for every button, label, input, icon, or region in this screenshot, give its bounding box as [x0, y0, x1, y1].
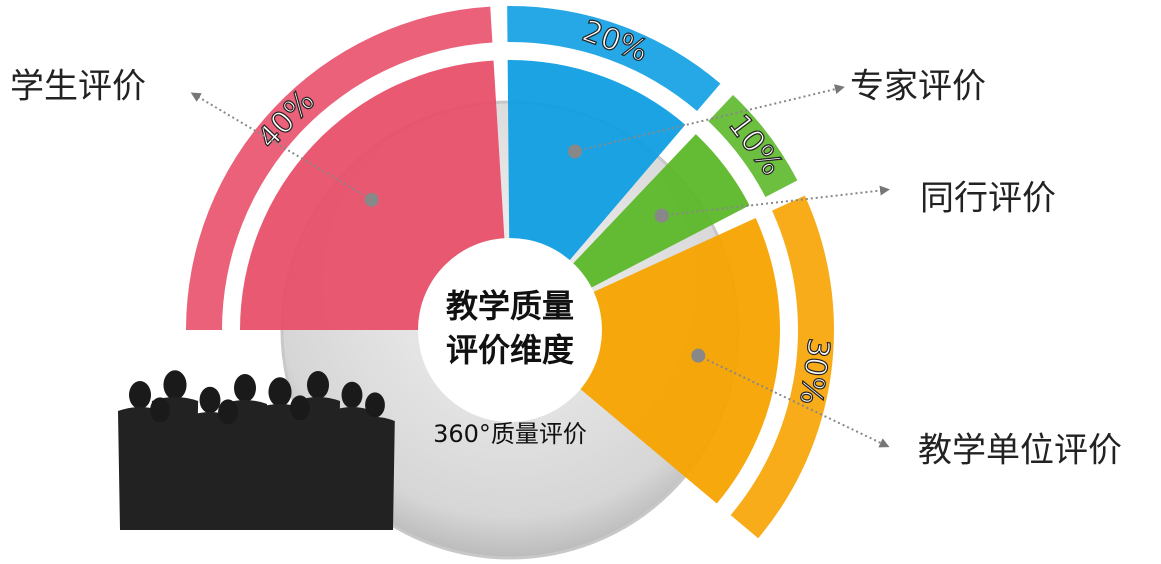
- category-label: 学生评价: [10, 67, 146, 107]
- category-label: 专家评价: [850, 67, 986, 107]
- silhouette-head: [268, 377, 291, 406]
- category-label: 教学单位评价: [918, 431, 1122, 471]
- category-label: 同行评价: [920, 179, 1056, 219]
- silhouette-body: [355, 417, 395, 530]
- center-title: 评价维度: [446, 331, 574, 369]
- silhouette-body: [208, 424, 248, 530]
- silhouette-head: [234, 374, 256, 402]
- silhouette-head: [290, 395, 310, 420]
- silhouette-body: [280, 420, 320, 530]
- center-title: 教学质量: [446, 287, 574, 325]
- silhouette-head: [163, 370, 186, 399]
- silhouettes: [118, 370, 395, 530]
- silhouette-head: [365, 392, 385, 417]
- silhouette-head: [200, 387, 221, 414]
- silhouette-head: [218, 399, 238, 424]
- center-circle: [418, 238, 602, 422]
- silhouette-head: [129, 381, 151, 409]
- silhouette-head: [150, 397, 170, 422]
- center-subtitle: 360°质量评价: [433, 420, 587, 448]
- silhouette-head: [342, 382, 363, 409]
- chart: 教学质量 评价维度 360°质量评价 40%学生评价20%专家评价10%同行评价…: [0, 0, 1161, 564]
- silhouette-head: [307, 371, 329, 399]
- silhouette-body: [140, 422, 180, 530]
